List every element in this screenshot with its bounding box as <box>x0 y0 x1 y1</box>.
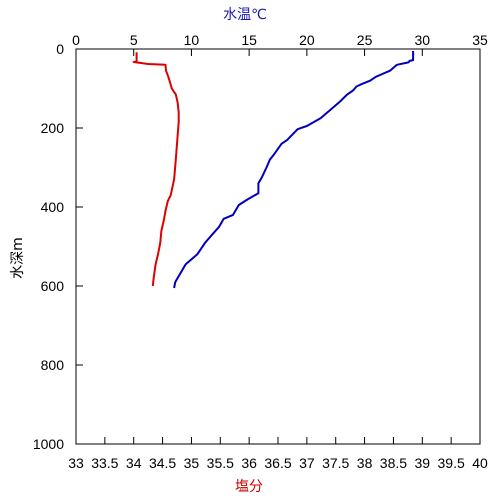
bottom-tick-label: 39 <box>414 455 430 471</box>
bottom-tick-label: 38.5 <box>380 455 407 471</box>
left-axis-title: 水深m <box>10 237 26 279</box>
left-tick-label: 0 <box>56 41 64 57</box>
bottom-tick-label: 33 <box>68 455 84 471</box>
salinity-line <box>132 52 180 287</box>
bottom-tick-label: 34.5 <box>149 455 176 471</box>
left-tick-label: 1000 <box>33 436 64 452</box>
bottom-tick-label: 35 <box>184 455 200 471</box>
bottom-axis: 33 33.5 34 34.5 35 35.5 36 36.5 37 37.5 38 38.5 39 39… <box>68 437 488 471</box>
top-axis: 0 5 10 15 20 25 30 35 <box>72 32 488 56</box>
plot-frame <box>75 48 481 445</box>
top-tick-label: 25 <box>357 32 373 48</box>
bottom-tick-label: 37.5 <box>322 455 349 471</box>
left-axis: 0 200 400 600 800 1000 <box>33 41 83 452</box>
bottom-tick-label: 37 <box>299 455 315 471</box>
bottom-tick-label: 33.5 <box>91 455 118 471</box>
top-tick-label: 35 <box>472 32 488 48</box>
left-tick-label: 200 <box>41 120 65 136</box>
top-tick-label: 5 <box>130 32 138 48</box>
water-temperature-line <box>173 51 415 289</box>
bottom-tick-label: 38 <box>357 455 373 471</box>
bottom-axis-title: 塩分 <box>235 479 263 495</box>
bottom-tick-label: 40 <box>472 455 488 471</box>
bottom-tick-label: 36.5 <box>264 455 291 471</box>
top-tick-label: 30 <box>414 32 430 48</box>
left-tick-label: 600 <box>41 278 65 294</box>
top-tick-label: 20 <box>299 32 315 48</box>
bottom-tick-label: 34 <box>126 455 142 471</box>
top-tick-label: 15 <box>241 32 257 48</box>
top-tick-label: 10 <box>184 32 200 48</box>
bottom-tick-label: 39.5 <box>438 455 465 471</box>
left-tick-label: 800 <box>41 357 65 373</box>
bottom-tick-label: 36 <box>241 455 257 471</box>
bottom-tick-label: 35.5 <box>207 455 234 471</box>
top-axis-title: 水温℃ <box>223 7 267 23</box>
series-layer <box>132 51 415 289</box>
left-tick-label: 400 <box>41 199 65 215</box>
top-tick-label: 0 <box>72 32 80 48</box>
